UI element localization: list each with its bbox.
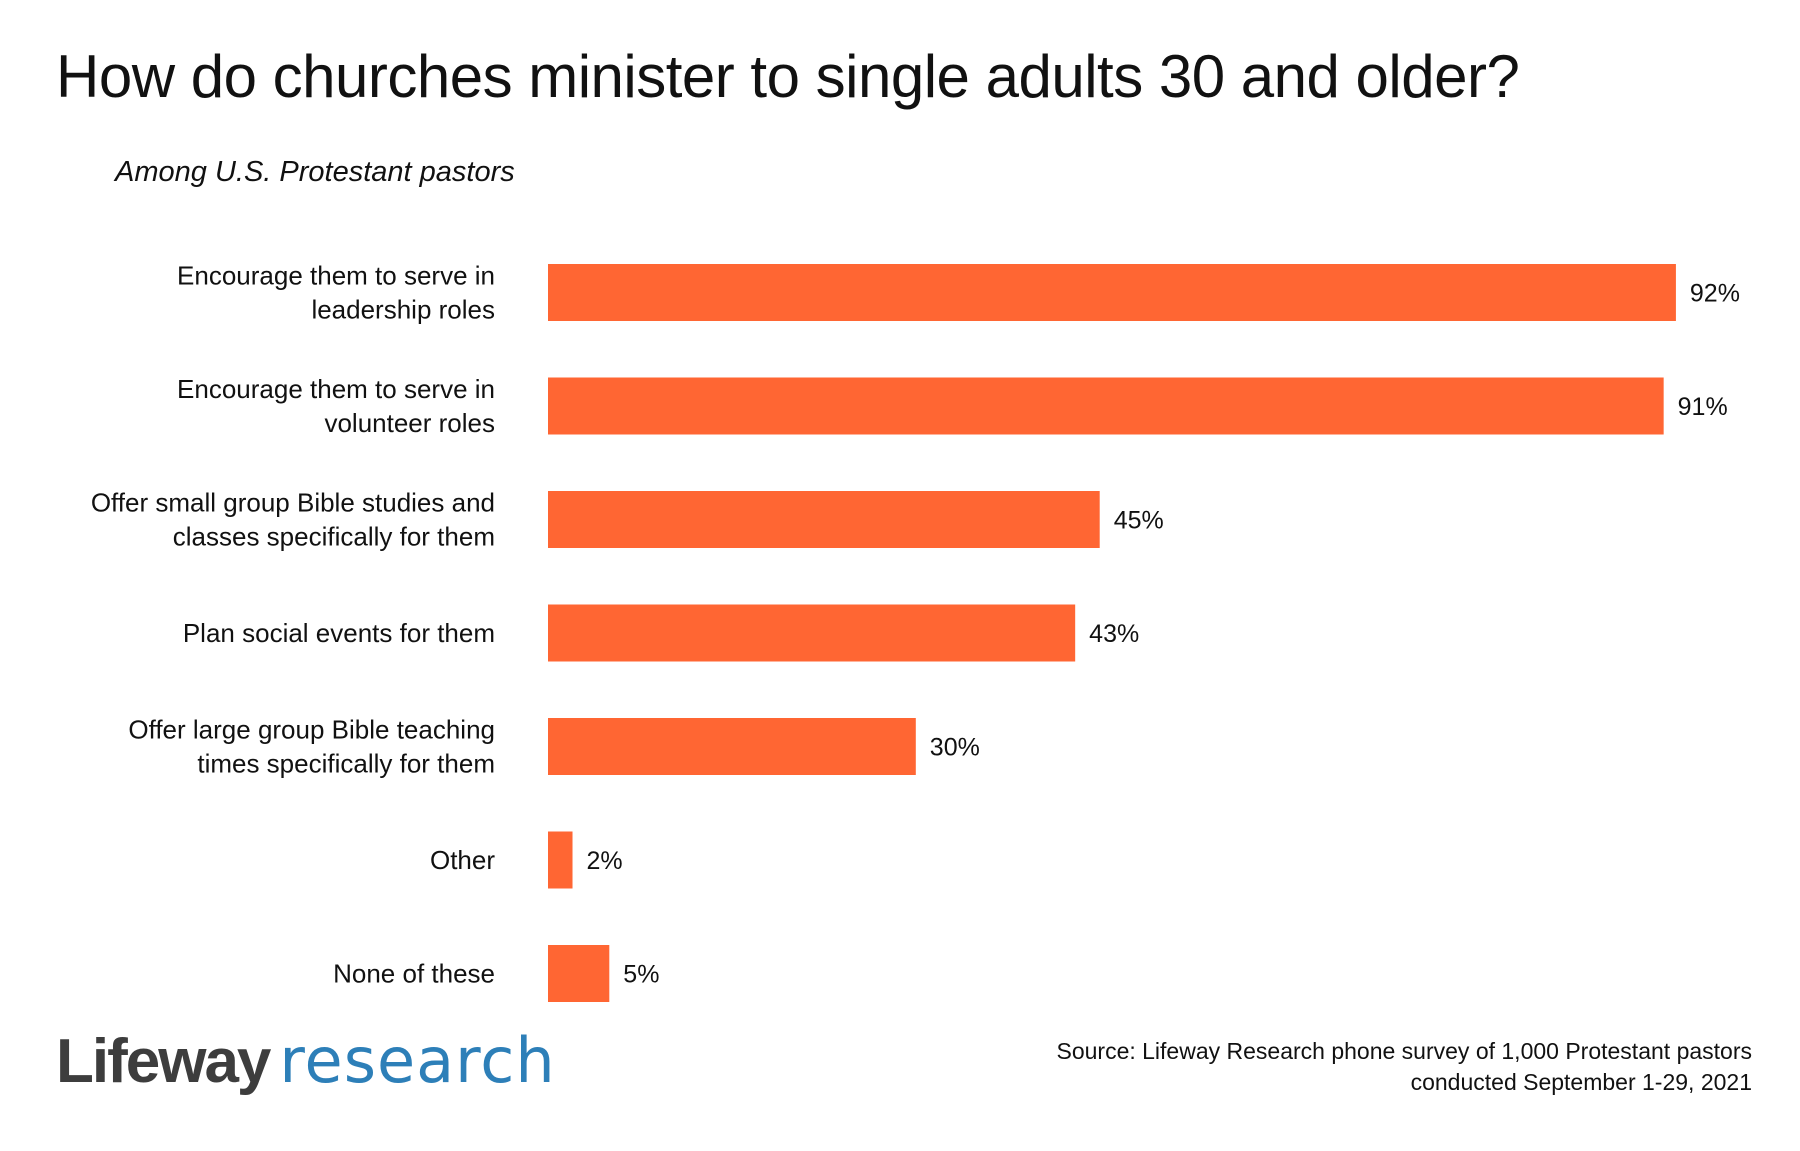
category-label-4: Offer large group Bible teaching times sp… xyxy=(128,715,495,779)
bar-4 xyxy=(548,718,916,775)
source-note: Source: Lifeway Research phone survey of… xyxy=(1056,1036,1752,1098)
logo-lifeway-text: Lifeway xyxy=(56,1027,271,1096)
bar-0 xyxy=(548,264,1676,321)
lifeway-research-logo: Lifeway research xyxy=(56,1030,556,1093)
value-label-5: 2% xyxy=(587,847,623,875)
value-label-2: 45% xyxy=(1114,507,1164,535)
bar-6 xyxy=(548,945,610,1002)
value-label-1: 91% xyxy=(1678,393,1728,421)
category-label-2: Offer small group Bible studies and class… xyxy=(91,488,495,552)
source-line-1: Source: Lifeway Research phone survey of… xyxy=(1056,1038,1752,1064)
category-label-6: None of these xyxy=(333,959,495,989)
logo-research-text: research xyxy=(279,1024,556,1097)
bar-5 xyxy=(548,831,573,889)
source-line-2: conducted September 1-29, 2021 xyxy=(1410,1069,1752,1095)
bar-2 xyxy=(548,491,1100,548)
bar-3 xyxy=(548,604,1076,662)
category-label-1: Encourage them to serve in volunteer role… xyxy=(177,374,495,438)
value-label-3: 43% xyxy=(1089,620,1139,648)
chart-title: How do churches minister to single adult… xyxy=(56,43,1520,110)
bar-chart: 92% Encourage them to serve in leadership … xyxy=(91,261,1740,1002)
bar-1 xyxy=(548,377,1664,435)
category-label-3: Plan social events for them xyxy=(183,618,495,648)
value-label-4: 30% xyxy=(930,734,980,762)
chart-subtitle: Among U.S. Protestant pastors xyxy=(115,156,515,188)
category-label-5: Other xyxy=(430,845,495,875)
category-label-0: Encourage them to serve in leadership rol… xyxy=(177,261,495,325)
value-label-0: 92% xyxy=(1690,280,1740,308)
value-label-6: 5% xyxy=(623,961,659,989)
